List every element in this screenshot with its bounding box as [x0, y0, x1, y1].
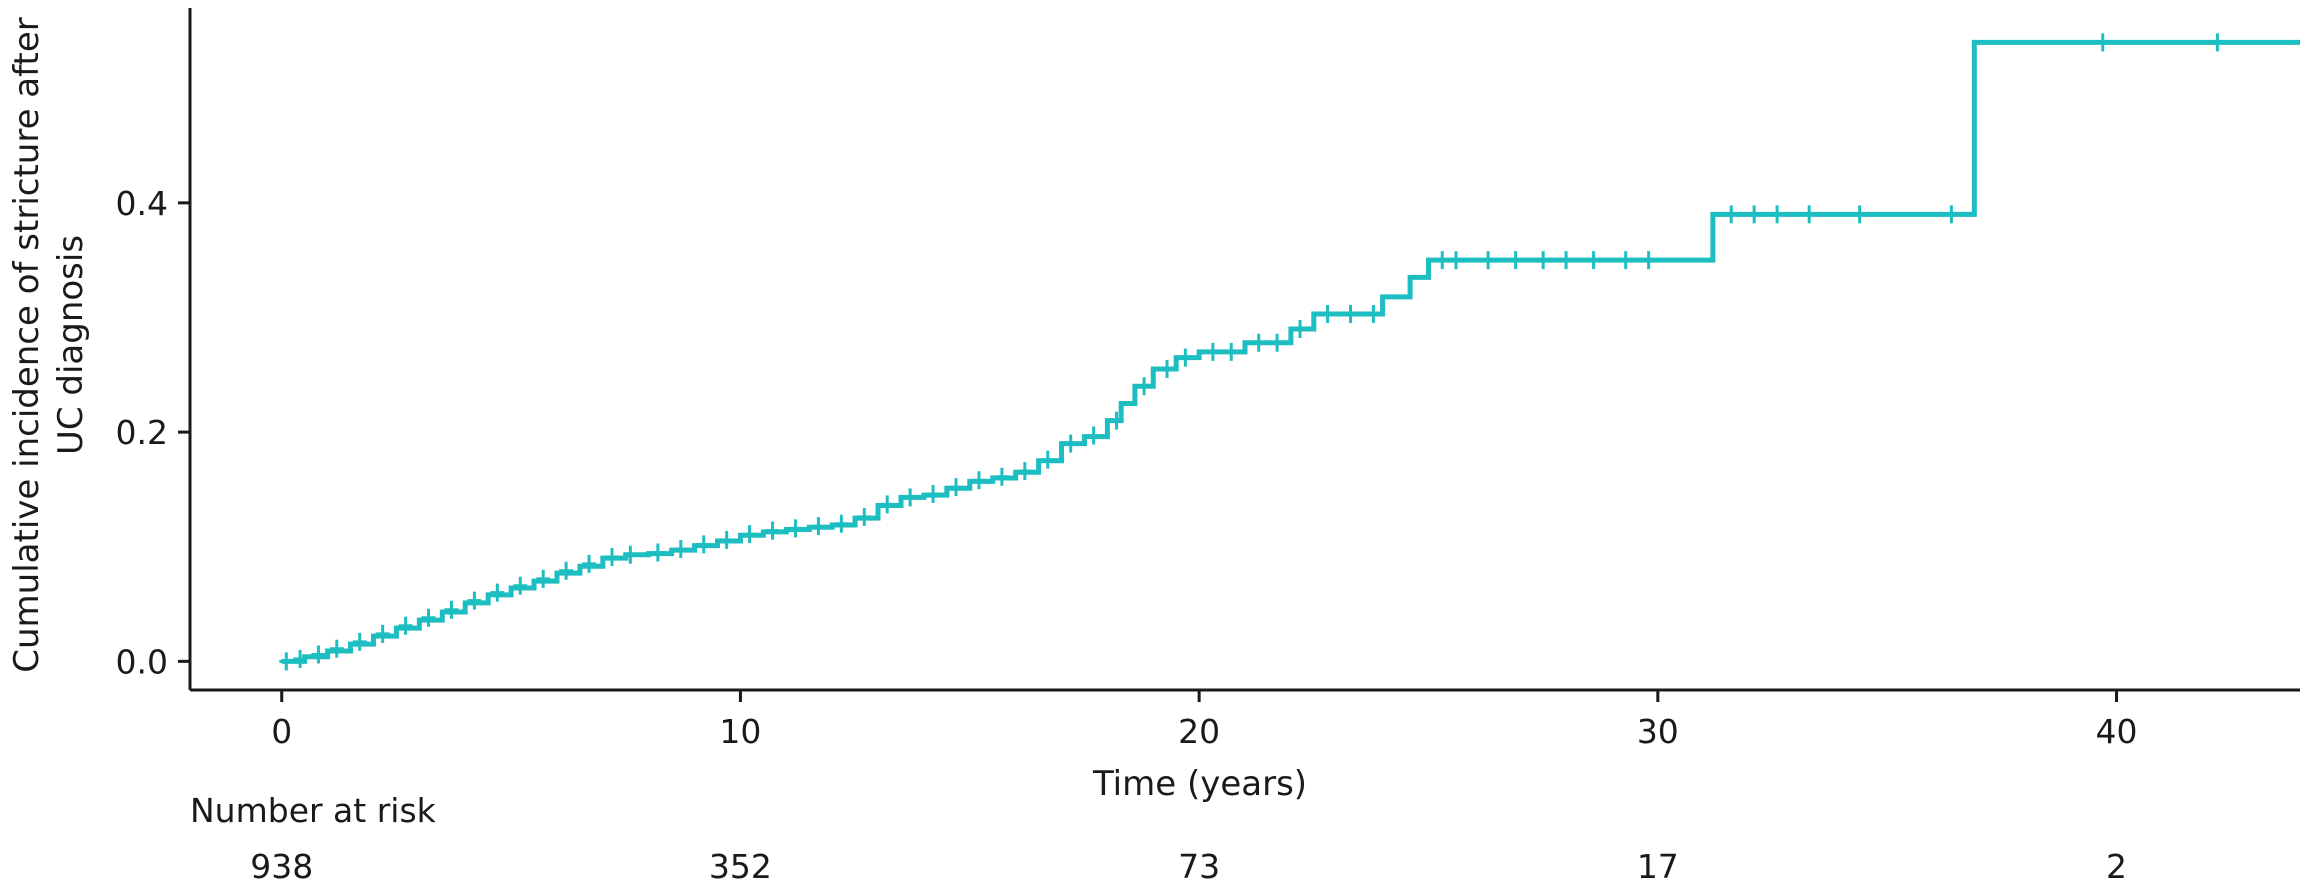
risk-count: 938 — [250, 847, 313, 886]
censor-mark — [1366, 305, 1381, 324]
censor-mark — [1320, 305, 1335, 324]
censor-mark — [650, 543, 665, 562]
censor-mark — [1559, 251, 1574, 270]
x-tick-label: 30 — [1637, 712, 1679, 751]
cumulative-incidence-line — [281, 39, 2300, 664]
censor-mark — [971, 471, 986, 490]
axes — [188, 8, 2300, 692]
censor-mark — [765, 521, 780, 540]
x-tick-label: 0 — [271, 712, 292, 751]
censor-mark — [673, 540, 688, 559]
censor-mark — [559, 561, 574, 580]
censor-mark — [788, 519, 803, 538]
censor-mark — [1040, 450, 1055, 469]
y-axis-title-line-1: Cumulative incidence of stricture after — [7, 17, 47, 673]
x-tick-label: 40 — [2096, 712, 2138, 751]
y-axis-title-line-2: UC diagnosis — [51, 235, 91, 455]
censor-mark — [2095, 33, 2110, 52]
censor-mark — [1343, 305, 1358, 324]
censor-mark — [1251, 333, 1266, 352]
censor-mark — [329, 639, 344, 658]
x-tick-label: 20 — [1178, 712, 1220, 751]
x-axis-ticks: 0 10 20 30 40 — [271, 690, 2138, 751]
censor-mark — [352, 632, 367, 651]
x-tick-label: 10 — [719, 712, 761, 751]
censor-mark — [1481, 251, 1496, 270]
censor-mark — [293, 650, 308, 669]
censor-mark — [742, 525, 757, 544]
risk-count: 2 — [2106, 847, 2127, 886]
censor-mark — [949, 478, 964, 497]
censor-mark — [1160, 360, 1175, 379]
y-tick-label: 0.2 — [116, 413, 168, 452]
censor-mark — [1508, 251, 1523, 270]
censor-mark — [719, 530, 734, 549]
censor-mark — [903, 488, 918, 507]
risk-count: 352 — [709, 847, 772, 886]
censor-mark — [1770, 205, 1785, 224]
censor-mark — [1802, 205, 1817, 224]
censor-mark — [1536, 251, 1551, 270]
censor-mark — [857, 507, 872, 526]
censor-mark — [811, 517, 826, 536]
censor-mark — [2210, 33, 2225, 52]
censor-mark — [1224, 342, 1239, 361]
censor-mark — [582, 554, 597, 573]
censor-mark — [1641, 251, 1656, 270]
censor-mark — [1724, 205, 1739, 224]
censor-mark — [1063, 434, 1078, 453]
censor-mark — [623, 545, 638, 564]
risk-count: 73 — [1178, 847, 1220, 886]
censor-mark — [880, 495, 895, 514]
censor-mark — [536, 569, 551, 588]
censor-mark — [1109, 411, 1124, 430]
censor-mark — [513, 576, 528, 595]
censor-mark — [311, 645, 326, 664]
x-axis-title: Time (years) — [1092, 764, 1307, 804]
censor-mark — [1086, 426, 1101, 445]
y-axis-ticks: 0.0 0.2 0.4 — [116, 184, 190, 681]
censor-mark — [1017, 462, 1032, 481]
censor-mark — [926, 484, 941, 503]
y-tick-label: 0.4 — [116, 184, 168, 223]
censor-mark — [1618, 251, 1633, 270]
risk-table: Number at risk 938 352 73 17 2 — [190, 791, 2127, 886]
censor-mark — [994, 467, 1009, 486]
censor-mark — [279, 652, 294, 671]
risk-table-counts: 938 352 73 17 2 — [250, 847, 2127, 886]
censor-mark — [1435, 251, 1450, 270]
censor-mark — [1205, 342, 1220, 361]
censor-mark — [696, 535, 711, 554]
censor-mark — [421, 608, 436, 627]
censor-mark — [1747, 205, 1762, 224]
risk-count: 17 — [1637, 847, 1679, 886]
censor-mark — [834, 514, 849, 533]
censor-mark — [1270, 333, 1285, 352]
censor-mark — [1852, 205, 1867, 224]
censor-mark — [1944, 205, 1959, 224]
y-tick-label: 0.0 — [116, 642, 168, 681]
censor-mark — [1178, 348, 1193, 367]
censor-mark — [1449, 251, 1463, 270]
censor-mark — [1586, 251, 1601, 270]
risk-table-title: Number at risk — [190, 791, 437, 830]
censor-mark — [1293, 319, 1308, 338]
y-axis-title: Cumulative incidence of stricture after … — [7, 17, 91, 673]
series-layer — [281, 39, 2300, 664]
censor-mark — [490, 583, 505, 602]
censor-mark — [375, 624, 390, 643]
censor-mark — [605, 548, 619, 567]
censor-mark — [444, 600, 459, 619]
censor-mark — [467, 591, 482, 610]
censor-mark — [1137, 377, 1152, 396]
censor-marks — [279, 33, 2225, 671]
censor-mark — [398, 616, 413, 635]
